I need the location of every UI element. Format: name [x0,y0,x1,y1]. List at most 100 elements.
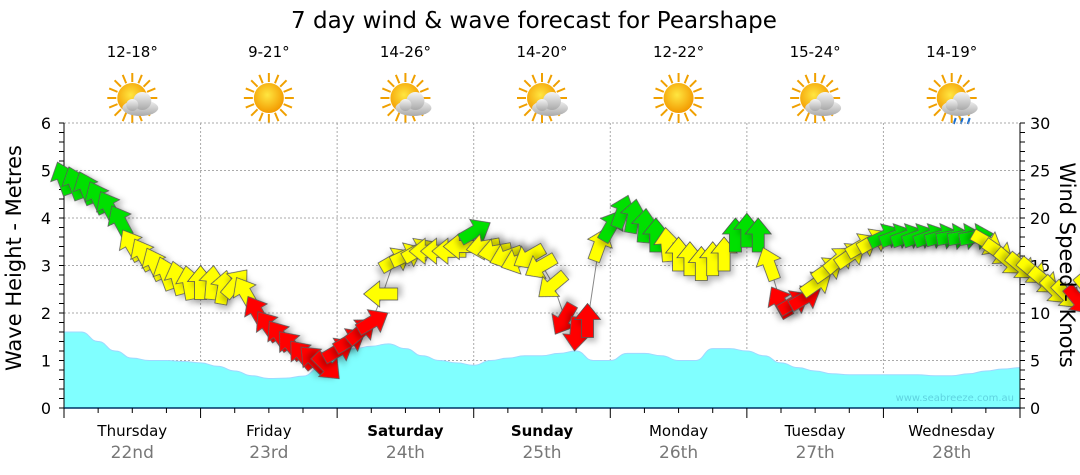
sun-ray [552,79,561,88]
sun-ray [928,103,938,109]
wind-arrow [310,349,340,380]
raindrop [952,117,957,125]
y-tick-label: 0 [41,399,51,418]
sun-ray [689,108,697,117]
y-tick-label: 3 [41,257,51,276]
sunny-icon [243,73,294,123]
date-label: 22nd [111,443,154,463]
date-label: 26th [659,443,698,463]
sun-ray [113,79,122,88]
sun-ray [279,108,288,117]
sun-rays [243,73,294,123]
cloud [532,92,568,116]
sun-rays [926,73,977,123]
y-axis-label: Wave Height - Metres [2,145,26,371]
wind-arrow [465,233,502,261]
sun-ray [660,79,668,88]
sun-ray [655,87,665,93]
temperature-range: 9-21° [248,43,290,61]
sun-ray [250,79,259,88]
sun-ray [142,79,151,88]
day-label: Wednesday [908,422,995,440]
sun-ray [547,74,553,84]
wind-arrow [538,269,570,298]
sun-ray [692,87,703,93]
sun-ray [928,87,938,93]
sun-rays [107,73,158,123]
y2-tick-label: 5 [1030,352,1040,371]
sun-ray [274,74,280,84]
wind-arrow [354,309,389,336]
sun-ray [531,74,537,84]
sun-ray [274,112,280,122]
sun-ray [829,87,839,93]
sun-ray [933,79,942,88]
sun-ray [137,74,143,84]
y-tick-label: 2 [41,304,51,323]
sun-ray [245,87,255,93]
sun-ray [531,112,537,122]
sun-ray [121,112,128,122]
sun-ray [108,103,118,109]
partly-cloudy-icon [517,73,568,123]
cloud-part [399,99,412,111]
wave-height-area [63,331,1021,409]
y2-tick-label: 20 [1030,209,1050,228]
sun-ray [387,79,395,88]
y2-tick-label: 10 [1030,304,1050,323]
y2-axis-label: Wind Speed - Knots [1055,162,1079,367]
sun-ray [668,112,674,122]
sun-ray [956,74,963,84]
sun-ray [523,108,532,117]
sun-ray [962,79,971,88]
sun-ray [556,87,566,93]
wind-arrow [1072,262,1080,290]
sun-ray [416,79,424,88]
date-label: 25th [522,443,561,463]
temperature-range: 12-18° [107,43,158,61]
y-tick-label: 4 [41,209,51,228]
date-label: 23rd [249,443,288,463]
sun-ray [820,74,826,84]
date-label: 28th [932,443,971,463]
sun-ray [683,74,690,84]
sun-ray [668,74,674,84]
wind-arrow [744,217,773,253]
date-label: 27th [796,443,835,463]
cloud [395,92,432,116]
wind-arrow [524,252,559,279]
cloud-part [126,99,139,111]
sun-ray [689,79,697,88]
sun-ray [121,74,128,84]
sun-ray [258,74,264,84]
sun-ray [410,74,416,84]
temperature-range: 14-26° [380,43,431,61]
sun-ray [966,87,976,93]
day-label: Saturday [367,422,444,440]
wind-arrow [755,247,782,283]
sun-ray [796,108,805,117]
wind-arrow [573,302,602,338]
sun-ray [941,112,947,122]
sun-ray [791,103,801,109]
showers-icon [926,73,978,125]
cloud-part [809,99,822,111]
sun-ray [523,79,532,88]
y2-tick-label: 25 [1030,162,1050,181]
wind-arrow [363,280,399,308]
sun-ray [825,79,834,88]
sun-ray [692,103,703,109]
sun-ray [381,103,392,109]
sun-ray [683,112,690,122]
cloud-part [536,99,548,111]
sun-ray [394,112,401,122]
y-tick-label: 1 [41,352,51,371]
sun-ray [113,108,122,117]
day-label: Monday [649,422,708,440]
sun [663,83,694,113]
sun-ray [804,112,810,122]
partly-cloudy-icon [380,73,432,123]
temperature-range: 14-20° [516,43,567,61]
